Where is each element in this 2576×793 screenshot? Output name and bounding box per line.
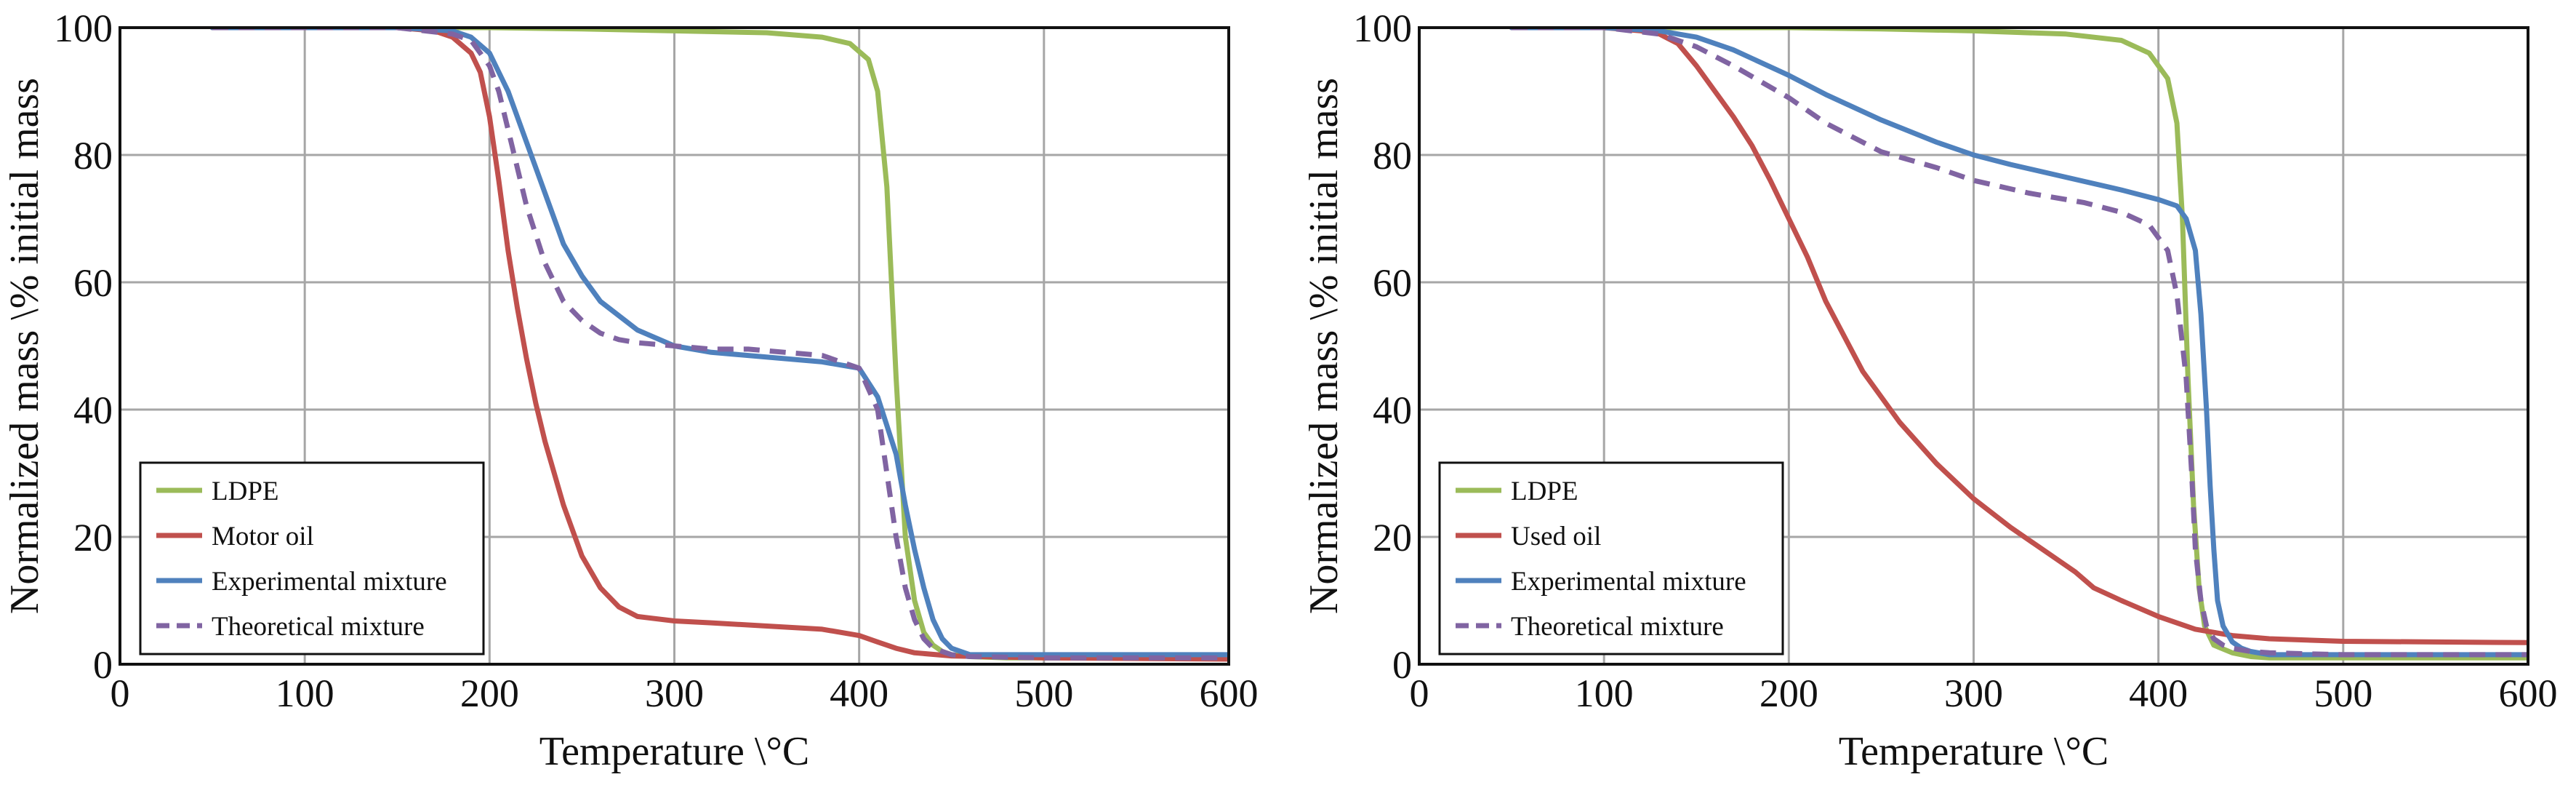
x-tick-label: 400 bbox=[830, 672, 888, 715]
y-tick-label: 60 bbox=[1373, 261, 1412, 305]
y-tick-label: 0 bbox=[1392, 643, 1412, 687]
series-line-motor-oil bbox=[209, 28, 1229, 662]
chart-panel-2: 0 100 200 300 400 500 600 0 20 40 60 80 100 Temperatu… bbox=[1301, 7, 2558, 774]
series-line-theoretical-mixture bbox=[1512, 28, 2528, 658]
legend: LDPE Motor oil Experimental mixture Theoret… bbox=[139, 461, 485, 655]
series-line-theoretical-mixture bbox=[212, 28, 1229, 661]
plot-frame bbox=[119, 26, 1230, 666]
legend-entry-used-oil: Used oil bbox=[1511, 522, 1601, 551]
y-tick-label: 80 bbox=[1373, 134, 1412, 178]
x-axis-title: Temperature \°C bbox=[539, 729, 809, 774]
x-tick-label: 600 bbox=[1200, 672, 1259, 715]
x-tick-label: 100 bbox=[276, 672, 334, 715]
legend-box bbox=[1438, 461, 1784, 655]
legend-entry-experimental-mixture: Experimental mixture bbox=[212, 567, 447, 597]
legend-box bbox=[139, 461, 485, 655]
y-tick-label: 100 bbox=[1353, 7, 1412, 50]
x-tick-label: 200 bbox=[1760, 672, 1818, 715]
y-tick-label: 40 bbox=[73, 388, 113, 432]
x-tick-label: 300 bbox=[645, 672, 704, 715]
x-tick-label: 0 bbox=[1410, 672, 1429, 715]
series-line-experimental-mixture bbox=[1509, 28, 2528, 658]
legend-entry-theoretical-mixture: Theoretical mixture bbox=[1511, 612, 1724, 642]
x-tick-label: 400 bbox=[2129, 672, 2188, 715]
x-tick-label: 500 bbox=[2314, 672, 2372, 715]
legend-entry-motor-oil: Motor oil bbox=[212, 522, 314, 551]
legend-entry-ldpe: LDPE bbox=[212, 477, 279, 506]
y-tick-label: 100 bbox=[54, 7, 113, 50]
legend-entry-ldpe: LDPE bbox=[1511, 477, 1578, 506]
legend-entry-experimental-mixture: Experimental mixture bbox=[1511, 567, 1746, 597]
x-tick-label: 0 bbox=[111, 672, 130, 715]
y-tick-label: 60 bbox=[73, 261, 113, 305]
y-axis-title: Normalized mass \% initial mass bbox=[1301, 78, 1347, 614]
legend: LDPE Used oil Experimental mixture Theoreti… bbox=[1438, 461, 1784, 655]
plot-frame bbox=[1418, 26, 2529, 666]
y-tick-label: 0 bbox=[93, 643, 113, 687]
y-tick-label: 20 bbox=[73, 516, 113, 559]
legend-entry-theoretical-mixture: Theoretical mixture bbox=[212, 612, 425, 642]
y-axis-title: Normalized mass \% initial mass bbox=[2, 78, 47, 614]
y-tick-label: 40 bbox=[1373, 388, 1412, 432]
x-tick-label: 200 bbox=[460, 672, 519, 715]
x-tick-label: 600 bbox=[2499, 672, 2558, 715]
series-line-experimental-mixture bbox=[209, 28, 1229, 658]
chart-panel-1: 0 100 200 300 400 500 600 0 20 40 60 80 100 Temperatu… bbox=[2, 7, 1259, 774]
x-tick-label: 100 bbox=[1575, 672, 1634, 715]
y-tick-label: 20 bbox=[1373, 516, 1412, 559]
series-line-used-oil bbox=[1509, 28, 2528, 645]
x-tick-label: 300 bbox=[1944, 672, 2003, 715]
x-tick-label: 500 bbox=[1014, 672, 1073, 715]
x-axis-title: Temperature \°C bbox=[1839, 729, 2108, 774]
y-tick-label: 80 bbox=[73, 134, 113, 178]
